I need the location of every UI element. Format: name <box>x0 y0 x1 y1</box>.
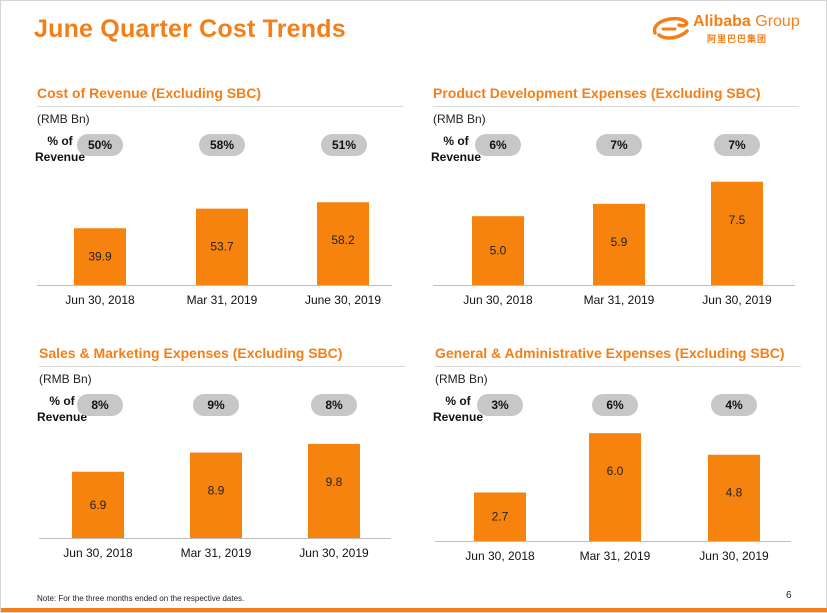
pct-of-revenue-pill: 4% <box>711 394 757 416</box>
category-label: Jun 30, 2018 <box>465 549 535 563</box>
pct-of-revenue-pill: 6% <box>592 394 638 416</box>
data-label: 6.0 <box>607 464 624 478</box>
data-label: 9.8 <box>326 475 343 489</box>
bar <box>593 203 645 285</box>
logo-wordmark: Alibaba Group <box>693 13 800 30</box>
unit-label: (RMB Bn) <box>37 112 90 126</box>
data-label: 5.0 <box>490 244 507 258</box>
unit-label: (RMB Bn) <box>435 372 488 386</box>
chart-title: Product Development Expenses (Excluding … <box>433 85 761 101</box>
bar <box>589 433 641 541</box>
category-label: Mar 31, 2019 <box>187 293 258 307</box>
pct-of-revenue-label: % of Revenue <box>432 394 484 424</box>
bar-chart: 39.9 Jun 30, 2018 53.7 Mar 31, 2019 58.2 June… <box>37 202 392 307</box>
bar <box>708 454 760 541</box>
pct-of-revenue-label: % of Revenue <box>34 134 86 164</box>
alibaba-group-logo: Alibaba Group 阿里巴巴集团 <box>649 11 819 47</box>
unit-label: (RMB Bn) <box>433 112 486 126</box>
data-label: 8.9 <box>208 484 225 498</box>
pct-of-revenue-pill: 7% <box>714 134 760 156</box>
data-label: 2.7 <box>492 510 509 524</box>
category-label: June 30, 2019 <box>305 293 381 307</box>
pct-of-revenue-pill: 58% <box>199 134 245 156</box>
pct-of-revenue-label: % of Revenue <box>430 134 482 164</box>
category-label: Jun 30, 2018 <box>65 293 135 307</box>
pct-of-revenue-label: % of Revenue <box>36 394 88 424</box>
pct-of-revenue-pill: 7% <box>596 134 642 156</box>
bar-chart: 6.9 Jun 30, 2018 8.9 Mar 31, 2019 9.8 Jun 30,… <box>39 443 391 560</box>
pct-of-revenue-pill: 6% <box>475 134 521 156</box>
category-label: Jun 30, 2018 <box>463 293 533 307</box>
category-label: Mar 31, 2019 <box>584 293 655 307</box>
data-label: 58.2 <box>331 233 355 247</box>
unit-label: (RMB Bn) <box>39 372 92 386</box>
general-administrative-chart: General & Administrative Expenses (Exclu… <box>433 345 815 575</box>
data-label: 53.7 <box>210 240 234 254</box>
pct-of-revenue-pill: 3% <box>477 394 523 416</box>
pct-of-revenue-pill: 51% <box>321 134 367 156</box>
data-label: 4.8 <box>726 486 743 500</box>
bar <box>474 492 526 541</box>
bar <box>72 471 124 538</box>
pct-of-revenue-pill: 8% <box>311 394 357 416</box>
bar <box>711 181 763 285</box>
page-title: June Quarter Cost Trends <box>34 15 346 43</box>
page-number: 6 <box>786 590 792 601</box>
category-label: Jun 30, 2019 <box>702 293 772 307</box>
bar-chart: 5.0 Jun 30, 2018 5.9 Mar 31, 2019 7.5 Jun 30,… <box>433 181 795 307</box>
data-label: 39.9 <box>88 250 112 264</box>
chart-title: Sales & Marketing Expenses (Excluding SB… <box>39 345 343 361</box>
category-label: Mar 31, 2019 <box>181 546 252 560</box>
alibaba-swirl-icon <box>652 16 689 40</box>
cost-of-revenue-chart: Cost of Revenue (Excluding SBC) (RMB Bn)… <box>35 85 417 315</box>
bar-chart: 2.7 Jun 30, 2018 6.0 Mar 31, 2019 4.8 Jun 30,… <box>435 433 791 563</box>
title-divider <box>37 106 403 107</box>
product-development-chart: Product Development Expenses (Excluding … <box>431 85 813 315</box>
bar <box>190 452 242 538</box>
data-label: 6.9 <box>90 498 107 512</box>
pct-of-revenue-pill: 8% <box>77 394 123 416</box>
category-label: Jun 30, 2019 <box>699 549 769 563</box>
title-divider <box>435 366 801 367</box>
bar <box>196 208 248 285</box>
chart-title: General & Administrative Expenses (Exclu… <box>435 345 785 361</box>
category-label: Jun 30, 2018 <box>63 546 133 560</box>
bar <box>317 202 369 285</box>
bar <box>308 443 360 538</box>
category-label: Jun 30, 2019 <box>299 546 369 560</box>
pct-of-revenue-pill: 50% <box>77 134 123 156</box>
chart-title: Cost of Revenue (Excluding SBC) <box>37 85 262 101</box>
title-divider <box>433 106 799 107</box>
data-label: 7.5 <box>729 213 746 227</box>
category-label: Mar 31, 2019 <box>580 549 651 563</box>
data-label: 5.9 <box>611 235 628 249</box>
bar <box>74 228 126 285</box>
pct-of-revenue-pill: 9% <box>193 394 239 416</box>
title-divider <box>39 366 405 367</box>
footer-accent-bar <box>1 608 827 612</box>
bar <box>472 216 524 285</box>
footnote: Note: For the three months ended on the … <box>37 594 245 603</box>
sales-marketing-chart: Sales & Marketing Expenses (Excluding SB… <box>37 345 419 575</box>
logo-chinese-name: 阿里巴巴集团 <box>707 34 768 44</box>
